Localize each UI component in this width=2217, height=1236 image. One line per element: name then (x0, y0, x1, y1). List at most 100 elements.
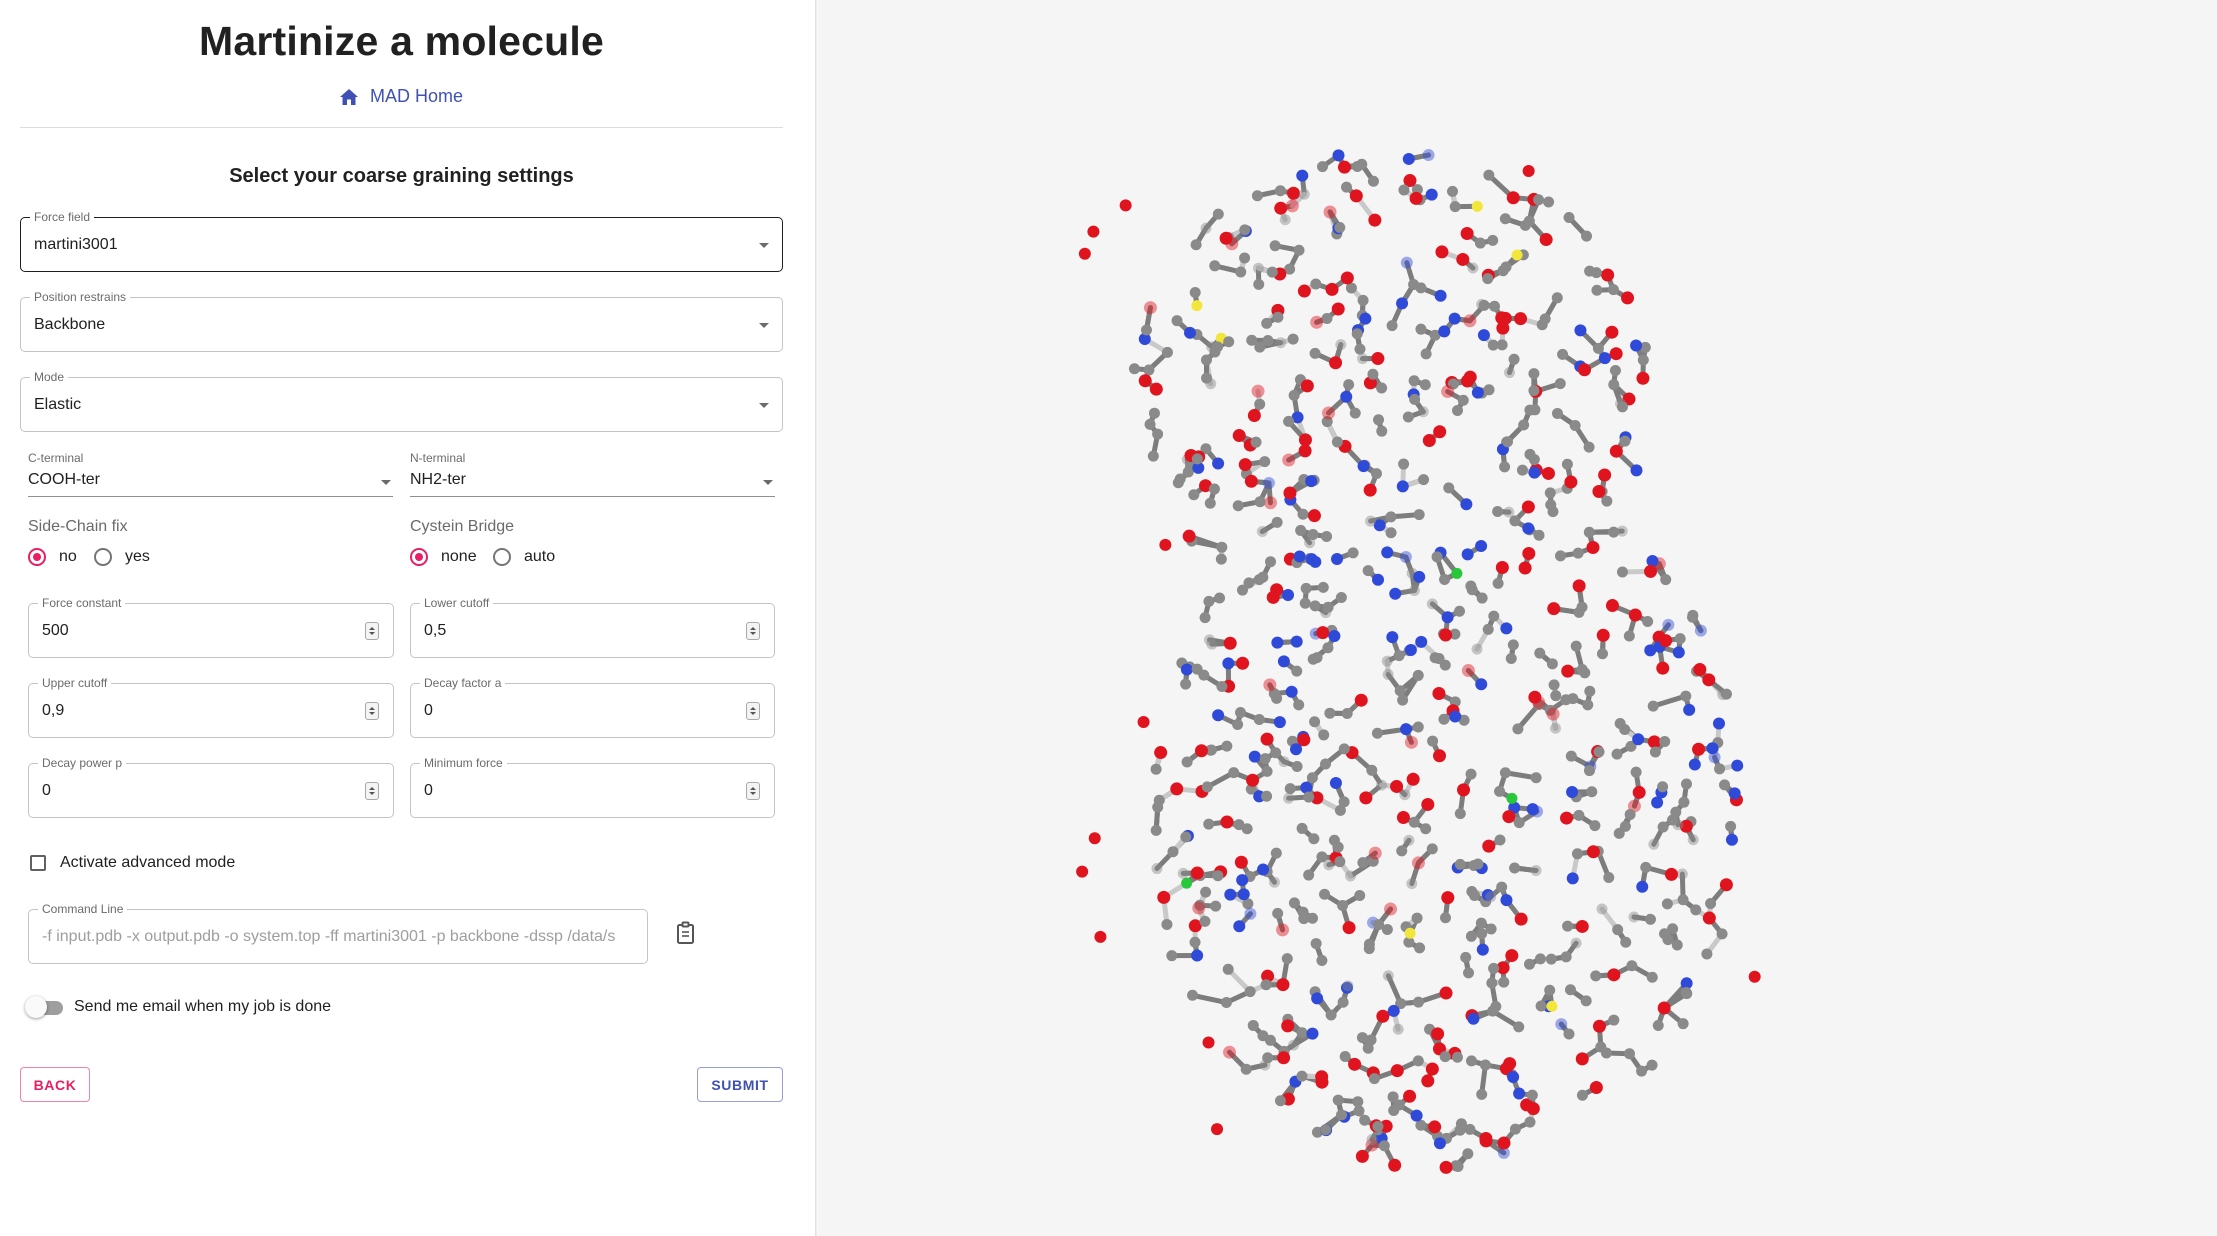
atom (1192, 461, 1205, 474)
atom (1615, 398, 1627, 410)
atom (1591, 284, 1603, 296)
side-chain-fix-no-radio[interactable]: no (28, 548, 77, 566)
mode-select[interactable]: Mode Elastic (20, 370, 783, 432)
copy-command-button[interactable] (675, 920, 699, 951)
atom (1368, 1073, 1380, 1085)
atom (1278, 756, 1290, 768)
cystein-bridge-none-radio[interactable]: none (410, 548, 477, 566)
atom (1276, 923, 1290, 937)
atom (1584, 685, 1596, 697)
atom (1560, 811, 1574, 825)
atom (1449, 201, 1461, 213)
command-line-field[interactable]: Command Line -f input.pdb -x output.pdb … (28, 902, 648, 964)
atom (1492, 577, 1504, 589)
atom (1506, 792, 1518, 804)
atom (1649, 746, 1661, 758)
decay-power-input[interactable]: Decay power p 0 (28, 756, 394, 818)
atom (1270, 847, 1282, 859)
atom (1425, 1062, 1439, 1076)
number-stepper-icon[interactable] (746, 781, 760, 800)
atom (1628, 608, 1642, 622)
atom (1410, 1109, 1423, 1122)
atom (1609, 444, 1623, 458)
atom (1438, 325, 1451, 338)
atom (1321, 416, 1333, 428)
n-terminal-select[interactable]: N-terminal NH2-ter (410, 451, 775, 497)
atom (1317, 581, 1329, 593)
advanced-mode-checkbox[interactable]: Activate advanced mode (30, 854, 235, 872)
number-stepper-icon[interactable] (365, 781, 379, 800)
atom (1661, 898, 1673, 910)
atom (1449, 710, 1462, 723)
atom (1215, 553, 1227, 565)
atom (1276, 978, 1290, 992)
atom (1572, 579, 1586, 593)
atom (1324, 707, 1336, 719)
force-field-select[interactable]: Force field martini3001 (20, 210, 783, 272)
atom (1166, 950, 1178, 962)
lower-cutoff-label: Lower cutoff (420, 596, 494, 610)
position-restrains-select[interactable]: Position restrains Backbone (20, 290, 783, 352)
atom (1595, 1041, 1607, 1053)
atom (1357, 353, 1369, 365)
molecule-3d-render[interactable] (818, 0, 2217, 1236)
submit-button[interactable]: Submit (697, 1067, 783, 1102)
atom (1570, 937, 1582, 949)
atom (1482, 839, 1496, 853)
atom (1659, 634, 1673, 648)
atom (1244, 986, 1256, 998)
atom (1225, 237, 1239, 251)
number-stepper-icon[interactable] (365, 701, 379, 720)
atom (1462, 1148, 1474, 1160)
atom (1184, 326, 1197, 339)
atom (1274, 1095, 1286, 1107)
atom (1461, 664, 1475, 678)
cystein-bridge-auto-radio[interactable]: auto (493, 548, 555, 566)
atom (1261, 765, 1273, 777)
atom (1560, 951, 1572, 963)
atom (1368, 213, 1382, 227)
number-stepper-icon[interactable] (365, 621, 379, 640)
atom (1523, 958, 1535, 970)
home-link[interactable]: MAD Home (20, 86, 783, 110)
atom (1571, 848, 1583, 860)
minimum-force-label: Minimum force (420, 756, 507, 770)
bond (1550, 711, 1558, 731)
atom (1476, 943, 1489, 956)
number-stepper-icon[interactable] (746, 621, 760, 640)
atom (1492, 506, 1504, 518)
c-terminal-select[interactable]: C-terminal COOH-ter (28, 451, 393, 497)
atom (1297, 733, 1311, 747)
atom (1690, 904, 1702, 916)
atom (1563, 1028, 1575, 1040)
atom (1323, 859, 1335, 871)
force-constant-input[interactable]: Force constant 500 (28, 596, 394, 658)
atom (1646, 1059, 1658, 1071)
atom (1172, 477, 1184, 489)
back-button[interactable]: Back (20, 1067, 90, 1102)
atom (1398, 458, 1410, 470)
atom (1340, 981, 1353, 994)
atom (1233, 920, 1246, 933)
atom (1296, 822, 1308, 834)
side-chain-fix-yes-radio[interactable]: yes (94, 548, 150, 566)
atom (1616, 401, 1628, 413)
atom (1235, 266, 1247, 278)
decay-power-value: 0 (42, 781, 51, 799)
molecule-viewer[interactable] (818, 0, 2217, 1236)
upper-cutoff-input[interactable]: Upper cutoff 0,9 (28, 676, 394, 738)
atom (1181, 756, 1193, 768)
minimum-force-input[interactable]: Minimum force 0 (410, 756, 775, 818)
number-stepper-icon[interactable] (746, 701, 760, 720)
lower-cutoff-input[interactable]: Lower cutoff 0,5 (410, 596, 775, 658)
atom (1496, 321, 1510, 335)
atom (1237, 888, 1250, 901)
atom (1640, 861, 1652, 873)
atom (1209, 260, 1221, 272)
email-notification-switch[interactable] (25, 996, 67, 1020)
atom (1214, 592, 1226, 604)
atom (1181, 877, 1193, 889)
decay-factor-input[interactable]: Decay factor a 0 (410, 676, 775, 738)
atom (1557, 348, 1569, 360)
atom (1647, 700, 1659, 712)
